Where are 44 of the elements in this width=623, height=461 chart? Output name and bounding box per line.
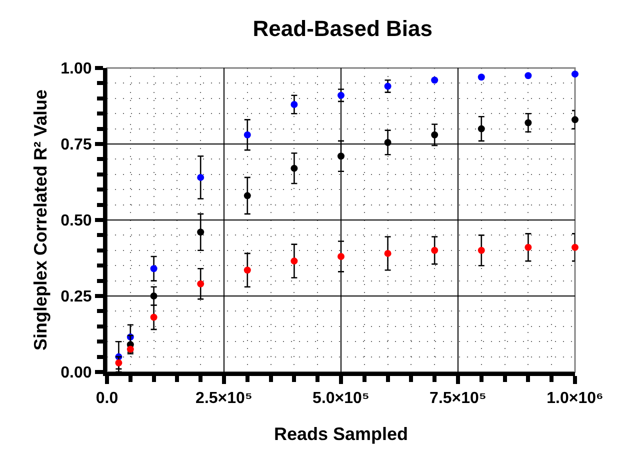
- point: [115, 359, 122, 366]
- y-tick-label: 0.00: [60, 364, 92, 382]
- point: [431, 76, 438, 84]
- point: [478, 246, 485, 254]
- point: [244, 131, 251, 138]
- point: [478, 125, 485, 132]
- point: [150, 314, 158, 321]
- point: [384, 82, 392, 90]
- point: [150, 292, 158, 300]
- point: [338, 152, 344, 160]
- point: [572, 244, 578, 251]
- point: [197, 280, 204, 288]
- point: [197, 228, 204, 236]
- point: [290, 164, 298, 172]
- y-axis-title: Singleplex Correlated R² Value: [30, 89, 50, 351]
- point: [524, 72, 532, 80]
- x-tick-label: 1.0×10⁶: [546, 390, 604, 408]
- point: [524, 244, 532, 251]
- point: [384, 138, 392, 146]
- point: [290, 100, 298, 108]
- point: [244, 192, 251, 200]
- y-tick-label: 1.00: [60, 60, 92, 78]
- y-tick-label: 0.25: [60, 288, 92, 306]
- chart-title: Read-Based Bias: [252, 16, 433, 42]
- point: [244, 266, 251, 274]
- point: [197, 174, 204, 181]
- point: [524, 119, 532, 126]
- x-axis-title: Reads Sampled: [274, 424, 408, 444]
- x-tick-label: 7.5×10⁵: [430, 390, 486, 408]
- point: [478, 74, 485, 81]
- y-tick-label: 0.75: [60, 136, 92, 154]
- point: [150, 265, 158, 272]
- point: [290, 258, 298, 265]
- point: [338, 92, 344, 99]
- x-tick-label: 0.0: [96, 390, 118, 408]
- x-tick-label: 2.5×10⁵: [196, 390, 252, 408]
- point: [431, 131, 438, 138]
- x-tick-label: 5.0×10⁵: [312, 390, 370, 408]
- point: [572, 70, 578, 78]
- y-tick-label: 0.50: [60, 212, 92, 230]
- point: [572, 116, 578, 124]
- point: [338, 252, 344, 260]
- point: [431, 246, 438, 254]
- point: [384, 250, 392, 257]
